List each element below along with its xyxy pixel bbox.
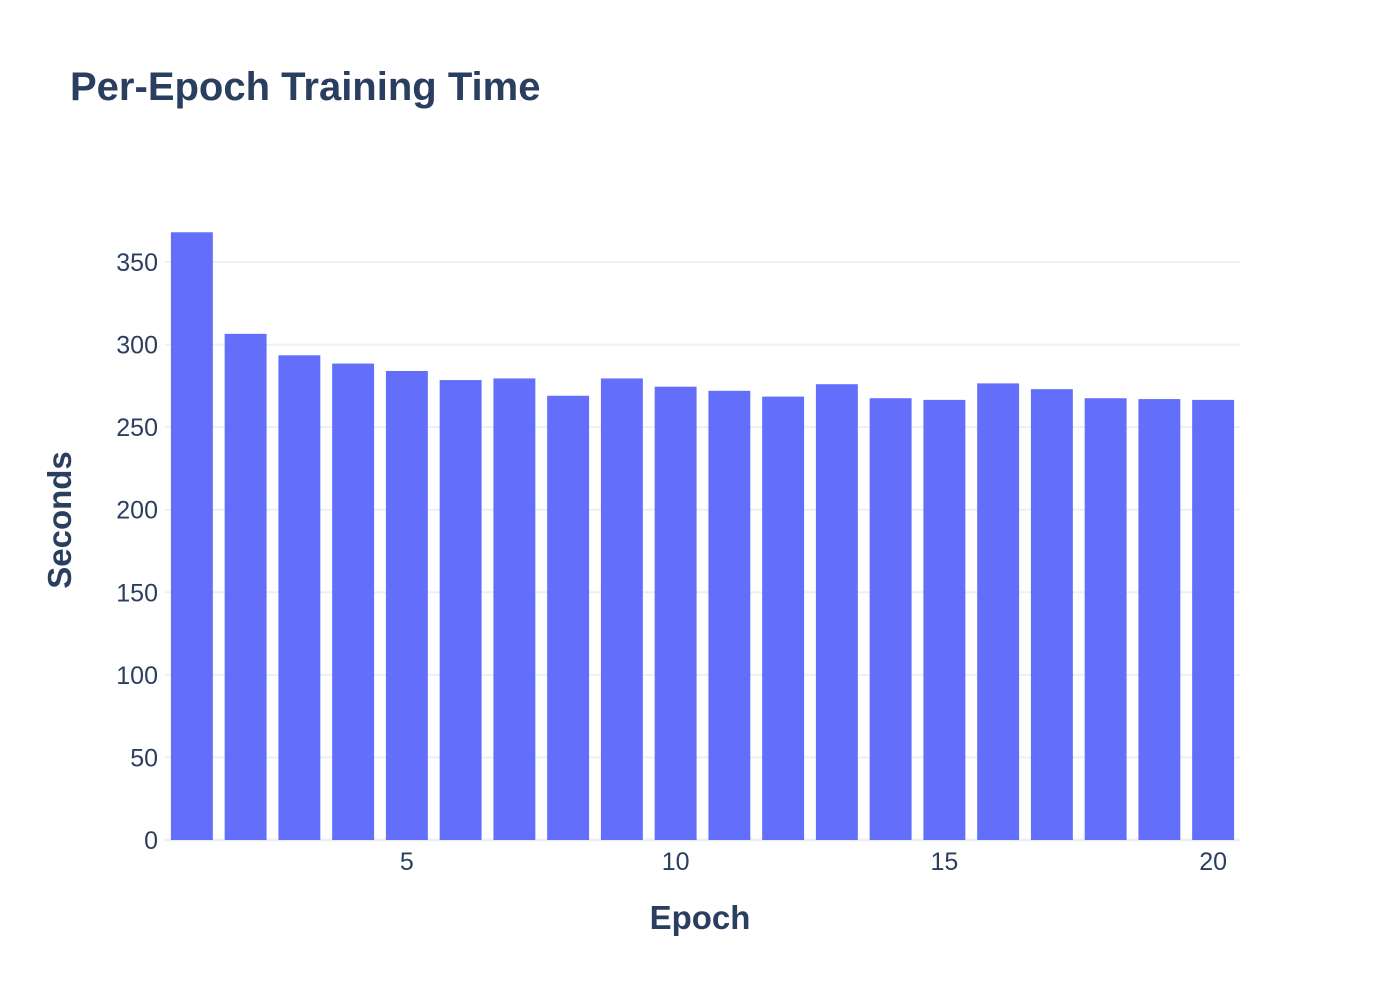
bar-epoch-11[interactable] bbox=[708, 390, 751, 840]
x-axis-title: Epoch bbox=[650, 899, 751, 936]
y-tick-label: 200 bbox=[116, 497, 158, 525]
y-tick-label: 0 bbox=[144, 827, 158, 855]
bar-epoch-12[interactable] bbox=[762, 396, 805, 840]
bar-epoch-17[interactable] bbox=[1030, 389, 1073, 840]
bar-epoch-3[interactable] bbox=[278, 355, 321, 840]
y-tick-label: 300 bbox=[116, 332, 158, 360]
x-tick-label: 5 bbox=[400, 848, 414, 876]
x-axis-ticks: 5 10 15 20 bbox=[400, 848, 1227, 876]
y-tick-label: 50 bbox=[130, 744, 158, 772]
y-tick-label: 250 bbox=[116, 414, 158, 442]
bar-epoch-20[interactable] bbox=[1192, 399, 1235, 840]
y-tick-label: 150 bbox=[116, 579, 158, 607]
x-tick-label: 10 bbox=[662, 848, 690, 876]
y-axis-ticks: 0 50 100 150 200 250 300 350 bbox=[116, 249, 158, 855]
y-tick-label: 100 bbox=[116, 662, 158, 690]
bar-epoch-6[interactable] bbox=[439, 380, 482, 840]
bar-epoch-15[interactable] bbox=[923, 399, 966, 840]
bar-epoch-7[interactable] bbox=[493, 378, 536, 840]
chart-title: Per-Epoch Training Time bbox=[70, 65, 540, 109]
bar-epoch-18[interactable] bbox=[1084, 398, 1127, 840]
bar-epoch-9[interactable] bbox=[600, 378, 643, 840]
bar-epoch-1[interactable] bbox=[170, 232, 213, 840]
bar-epoch-8[interactable] bbox=[547, 395, 590, 840]
bars bbox=[170, 232, 1235, 840]
bar-epoch-16[interactable] bbox=[977, 383, 1020, 840]
bar-epoch-19[interactable] bbox=[1138, 399, 1181, 840]
bar-epoch-4[interactable] bbox=[332, 363, 375, 840]
bar-epoch-14[interactable] bbox=[869, 398, 912, 840]
y-tick-label: 350 bbox=[116, 249, 158, 277]
bar-epoch-10[interactable] bbox=[654, 386, 697, 840]
bar-epoch-2[interactable] bbox=[224, 333, 267, 840]
bar-epoch-13[interactable] bbox=[815, 384, 858, 840]
x-tick-label: 15 bbox=[930, 848, 958, 876]
y-axis-title: Seconds bbox=[41, 451, 78, 589]
bar-epoch-5[interactable] bbox=[385, 370, 428, 840]
gridlines bbox=[165, 261, 1240, 842]
x-tick-label: 20 bbox=[1199, 848, 1227, 876]
